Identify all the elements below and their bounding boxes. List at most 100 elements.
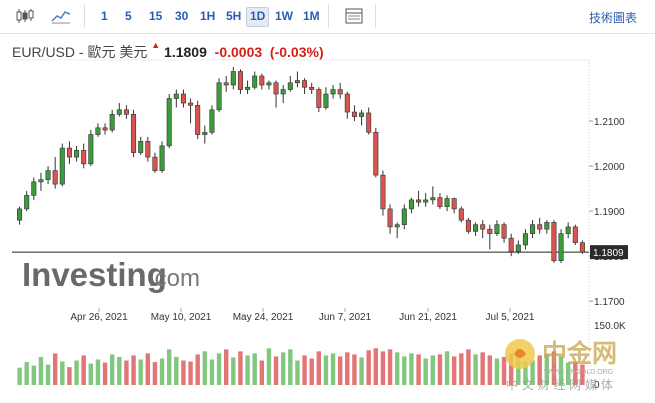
x-tick-label: May 24, 2021 — [233, 312, 294, 323]
volume-bar — [195, 354, 200, 385]
candle-body — [572, 226, 578, 243]
candle-body — [294, 80, 300, 84]
volume-bars — [17, 348, 585, 385]
y-tick-label: 1.1700 — [594, 297, 625, 308]
volume-bar — [117, 356, 122, 385]
candle-body — [280, 89, 286, 95]
svg-text:WWW.CNGOLD.ORG: WWW.CNGOLD.ORG — [544, 369, 613, 376]
candle-body — [52, 170, 58, 185]
volume-bar — [565, 362, 571, 385]
volume-bar — [45, 364, 51, 385]
candle-body — [394, 224, 400, 228]
table-icon[interactable] — [343, 6, 365, 26]
volume-bar — [166, 349, 172, 385]
volume-bar — [423, 358, 428, 385]
candle-body — [245, 86, 251, 90]
chart-toolbar: 1 5 15 30 1H 5H 1D 1W 1M 技術圖表 — [0, 0, 655, 33]
candle-body — [473, 224, 479, 232]
timeframe-1[interactable]: 1 — [101, 9, 108, 23]
candle-body — [416, 199, 422, 203]
technical-chart-link[interactable]: 技術圖表 — [588, 11, 637, 25]
candle-body — [17, 208, 23, 221]
y-tick-label: 1.1900 — [594, 207, 625, 218]
candle-body — [401, 208, 407, 225]
candle-body — [437, 197, 443, 207]
volume-bar — [124, 360, 129, 385]
volume-bar — [437, 354, 443, 385]
candle-body — [344, 93, 350, 113]
candle-body — [330, 89, 336, 95]
volume-bar — [131, 355, 136, 385]
volume-bar — [466, 349, 471, 385]
candle-body — [565, 226, 571, 234]
area-chart-icon[interactable] — [50, 6, 72, 26]
toolbar-bottom-rule — [0, 33, 655, 34]
candle-body — [38, 179, 44, 183]
candle-body — [59, 147, 65, 185]
candle-body — [152, 156, 158, 171]
candle-body — [430, 197, 436, 201]
candle-body — [138, 141, 144, 153]
volume-bar — [24, 362, 29, 385]
volume-bar — [252, 353, 257, 385]
investing-watermark: Investing .com — [22, 256, 200, 293]
svg-text:.com: .com — [148, 265, 200, 292]
volume-bar — [508, 353, 514, 385]
x-tick-label: Jun 7, 2021 — [319, 312, 372, 323]
volume-bar — [380, 351, 386, 385]
price-change: -0.0003 — [214, 44, 263, 60]
up-triangle-icon: ▲ — [151, 40, 161, 50]
candle-body — [237, 71, 243, 90]
volume-bar — [288, 349, 293, 385]
volume-bar — [394, 352, 400, 385]
candle-body — [202, 132, 208, 135]
volume-bar — [245, 355, 250, 385]
candle-body — [551, 222, 557, 262]
timeframe-5[interactable]: 5 — [125, 9, 132, 23]
volume-bar — [444, 351, 450, 385]
volume-bar — [302, 355, 307, 385]
volume-bar — [558, 356, 564, 385]
cngold-watermark: 中金网 WWW.CNGOLD.ORG 中 文 财 经 网 媒 体 — [505, 339, 617, 392]
last-price-label: 1.1809 — [593, 248, 624, 259]
timeframe-15[interactable]: 15 — [149, 9, 163, 23]
volume-zero-label: 0 — [594, 380, 600, 391]
timeframe-1h[interactable]: 1H — [200, 9, 216, 23]
candle-body — [537, 224, 543, 230]
volume-bar — [60, 361, 65, 385]
toolbar-divider — [375, 4, 376, 28]
candle-body — [209, 109, 215, 133]
timeframe-1m[interactable]: 1M — [303, 9, 320, 23]
timeframe-30[interactable]: 30 — [175, 9, 189, 23]
candlestick-icon[interactable] — [14, 6, 36, 26]
volume-bar — [138, 359, 143, 385]
volume-bar — [323, 355, 329, 385]
candle-body — [359, 112, 365, 117]
candle-body — [323, 93, 329, 108]
volume-bar — [38, 356, 44, 385]
price-change-percent: (-0.03%) — [269, 44, 324, 60]
volume-bar — [181, 360, 186, 385]
timeframe-5h[interactable]: 5H — [226, 9, 242, 23]
volume-bar — [159, 358, 165, 385]
candle-body — [530, 224, 536, 234]
candle-body — [487, 228, 493, 234]
candle-body — [195, 104, 201, 135]
timeframe-1w[interactable]: 1W — [275, 9, 293, 23]
candle-body — [252, 75, 258, 88]
timeframe-1d[interactable]: 1D — [246, 7, 270, 27]
svg-text:Investing: Investing — [22, 256, 167, 293]
volume-bar — [416, 354, 421, 385]
candle-body — [302, 80, 308, 88]
candle-body — [266, 82, 272, 86]
axes: 1.17001.18001.19001.20001.21001.1809Apr … — [70, 117, 628, 391]
candle-body — [366, 112, 372, 133]
volume-bar — [501, 356, 507, 385]
candle-body — [544, 222, 550, 230]
candle-body — [223, 82, 229, 86]
candle-body — [337, 89, 343, 95]
volume-bar — [402, 356, 407, 385]
candle-body — [123, 109, 129, 115]
volume-bar — [459, 353, 464, 385]
